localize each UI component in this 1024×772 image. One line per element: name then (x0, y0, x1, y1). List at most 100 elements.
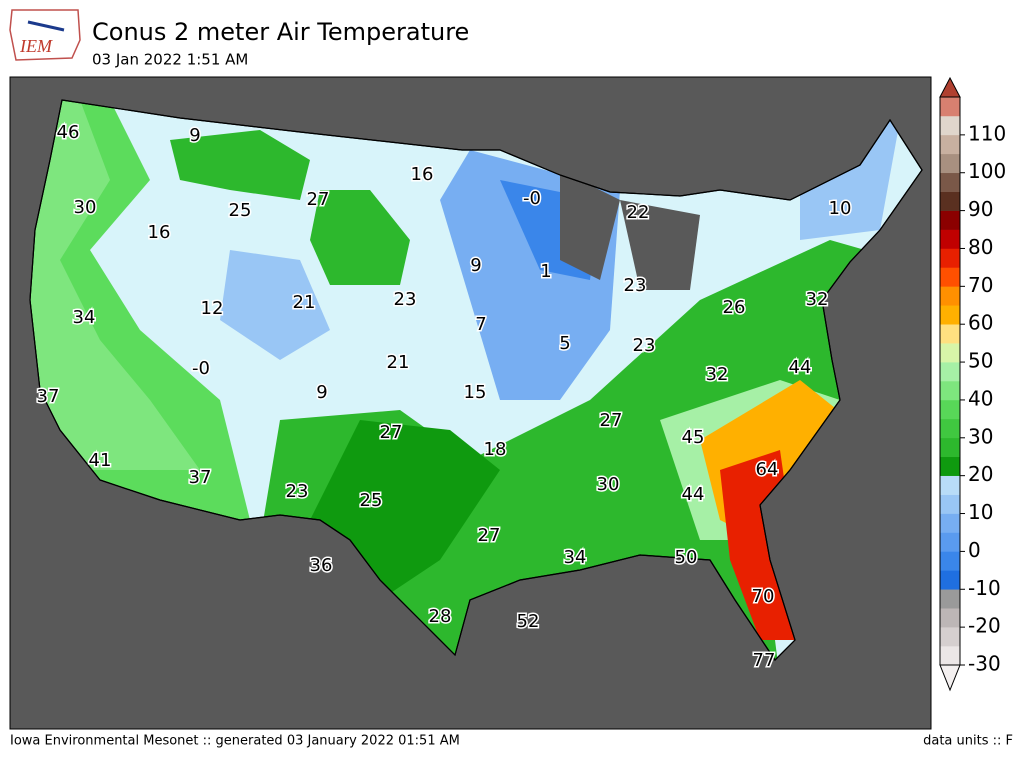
colorbar-tick-label: 70 (968, 273, 993, 297)
colorbar-tick-label: -30 (968, 652, 1001, 676)
temperature-label: 23 (394, 289, 417, 310)
temperature-label: 18 (484, 439, 507, 460)
logo-text: IEM (19, 36, 53, 56)
colorbar-tick-label: 100 (968, 159, 1006, 183)
temperature-label: 15 (464, 382, 487, 403)
temperature-label: 30 (74, 197, 97, 218)
subtitle: 03 Jan 2022 1:51 AM (92, 51, 248, 69)
colorbar-segment (940, 513, 960, 533)
colorbar-segment (940, 456, 960, 476)
colorbar-tick-label: 80 (968, 235, 993, 259)
colorbar-segment (940, 418, 960, 439)
temperature-label: 21 (387, 352, 410, 373)
station-labels: 46 9 16 -0 22 10 30 25 27 16 9 1 23 26 32 34 12 21 23 7 5 23 -… (35, 121, 853, 673)
title: Conus 2 meter Air Temperature (92, 18, 469, 46)
temperature-label: 28 (429, 606, 452, 627)
colorbar-tick-label: 110 (968, 121, 1006, 145)
temperature-label: 25 (229, 200, 252, 221)
temperature-label: 27 (307, 189, 330, 210)
colorbar-segment (940, 399, 960, 420)
colorbar-segment (940, 191, 960, 211)
temperature-label: 26 (723, 297, 746, 318)
temperature-label: 52 (517, 611, 540, 632)
temperature-label: -0 (523, 188, 541, 209)
colorbar-segment (940, 343, 960, 363)
colorbar-segment (940, 286, 960, 306)
temperature-label: 77 (753, 650, 776, 671)
temperature-label: 16 (411, 164, 434, 185)
temperature-label: 34 (73, 307, 96, 328)
temperature-label: 5 (559, 333, 570, 354)
colorbar-segment (940, 267, 960, 287)
colorbar-segment (940, 97, 960, 117)
temperature-label: 1 (540, 261, 551, 282)
colorbar-tick-label: 60 (968, 311, 993, 335)
colorbar-segment (940, 475, 960, 495)
colorbar-segment (940, 381, 960, 401)
temperature-label: 32 (706, 364, 729, 385)
temperature-label: 12 (201, 298, 224, 319)
temperature-label: 50 (675, 547, 698, 568)
temperature-label: 9 (470, 255, 481, 276)
colorbar-segment (940, 551, 960, 571)
temperature-label: 37 (189, 467, 212, 488)
colorbar-segment (940, 115, 960, 136)
colorbar-segment (940, 229, 960, 249)
temperature-label: 34 (564, 547, 587, 568)
temperature-label: 45 (682, 427, 705, 448)
colorbar-segment (940, 627, 960, 647)
colorbar-segment (940, 646, 960, 666)
temperature-label: 16 (148, 222, 171, 243)
colorbar-segment (940, 305, 960, 325)
temperature-label: 44 (789, 357, 812, 378)
temperature-label: 9 (189, 125, 200, 146)
temperature-label: 37 (37, 386, 60, 407)
colorbar-tick-label: 30 (968, 424, 993, 448)
us-outline (29, 99, 923, 661)
temperature-label: 46 (57, 122, 80, 143)
colorbar-tick-label: -20 (968, 614, 1001, 638)
colorbar-segment (940, 570, 960, 590)
colorbar-tick-label: -10 (968, 576, 1001, 600)
colorbar-tick-label: 40 (968, 386, 993, 410)
colorbar-segment (940, 532, 960, 552)
colorbar-frame (939, 96, 961, 666)
temperature-label: 27 (478, 525, 501, 546)
colorbar-segment (940, 437, 960, 458)
colorbar-tick-label: 20 (968, 462, 993, 486)
colorbar-segment (940, 608, 960, 628)
colorbar-segment (940, 210, 960, 230)
temperature-label: 22 (627, 202, 650, 223)
temperature-label: 23 (624, 275, 647, 296)
colorbar-segment (940, 589, 960, 609)
temperature-label: 30 (597, 474, 620, 495)
temperature-label: 10 (829, 198, 852, 219)
footer-right: data units :: F (923, 734, 1013, 749)
temperature-label: 9 (316, 382, 327, 403)
temperature-label: 70 (752, 586, 775, 607)
temperature-label: 23 (633, 335, 656, 356)
colorbar-segment (940, 134, 960, 155)
colorbar-segment (940, 172, 960, 192)
temperature-label: 64 (756, 459, 779, 480)
temperature-label: 21 (293, 292, 316, 313)
temperature-label: 7 (475, 314, 486, 335)
colorbar-segment (940, 494, 960, 514)
temperature-label: 25 (360, 490, 383, 511)
colorbar-tick-label: 10 (968, 500, 993, 524)
colorbar-tick-label: 0 (968, 538, 981, 562)
colorbar-segment (940, 362, 960, 382)
logo: IEM (9, 9, 81, 61)
colorbar: -30 -20 -10 0 10 20 30 40 50 60 70 80 90 100 110 (939, 76, 1006, 692)
temperature-label: 36 (310, 555, 333, 576)
temperature-label: -0 (192, 358, 210, 379)
temperature-label: 27 (600, 410, 623, 431)
footer-left: Iowa Environmental Mesonet :: generated … (10, 734, 460, 749)
colorbar-segment (940, 324, 960, 344)
temperature-label: 23 (286, 481, 309, 502)
temperature-label: 44 (682, 484, 705, 505)
colorbar-segment (940, 153, 960, 174)
colorbar-tick-label: 50 (968, 349, 993, 373)
